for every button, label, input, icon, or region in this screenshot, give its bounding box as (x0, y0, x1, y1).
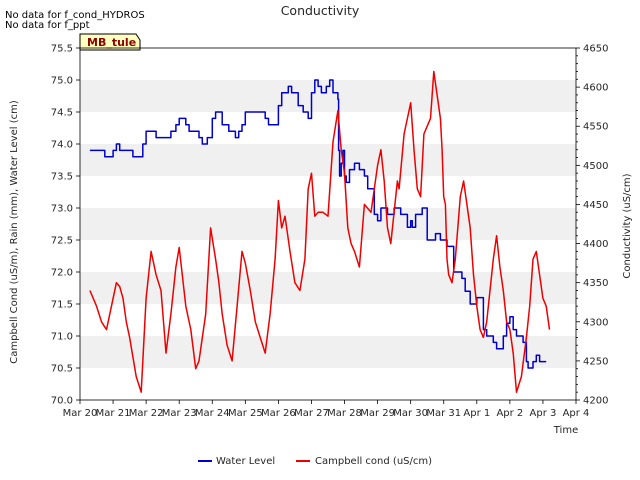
badge-label: MB_tule (87, 36, 136, 49)
x-tick-label: Mar 24 (195, 408, 230, 419)
grid-band (80, 144, 576, 176)
background-bands (80, 80, 576, 368)
y-right-tick-label: 4200 (583, 396, 608, 407)
series-line-campbell-cond (89, 70, 551, 393)
x-tick-label: Mar 29 (360, 408, 395, 419)
badge-box (79, 33, 141, 51)
y-axis-right: 4200 4250 4300 4350 4400 4450 4500 4550 4600 4650 (576, 44, 608, 407)
legend: Water Level Campbell cond (uS/cm) (198, 456, 432, 467)
x-tick-label: Mar 21 (96, 408, 131, 419)
x-tick-label: Apr 2 (496, 408, 523, 419)
x-tick-label: Mar 31 (426, 408, 461, 419)
y-right-tick-label: 4400 (583, 239, 608, 250)
y-left-tick-label: 72.0 (51, 268, 73, 279)
plot-frame (79, 47, 577, 401)
x-tick-label: Mar 25 (228, 408, 263, 419)
y-left-tick-label: 73.5 (51, 172, 73, 183)
series-layer (89, 70, 551, 393)
y-left-tick-label: 73.0 (51, 204, 73, 215)
y-left-tick-label: 72.5 (51, 236, 73, 247)
y-right-tick-label: 4500 (583, 161, 608, 172)
y-right-tick-label: 4600 (583, 83, 608, 94)
y-axis-left: 70.0 70.5 71.0 71.5 72.0 72.5 73.0 73.5 74.0 74.5… (51, 44, 80, 407)
chart-title: Conductivity (281, 3, 360, 18)
x-tick-label: Mar 30 (393, 408, 428, 419)
x-tick-label: Mar 22 (129, 408, 164, 419)
no-data-note-2: No data for f_ppt (5, 20, 90, 31)
plot-area (79, 47, 577, 401)
x-axis-label: Time (553, 425, 578, 436)
y-axis-left-label: Campbell Cond (uS/m), Rain (mm), Water L… (9, 100, 20, 364)
no-data-note-1: No data for f_cond_HYDROS (5, 10, 145, 21)
y-right-tick-label: 4550 (583, 122, 608, 133)
y-right-tick-label: 4650 (583, 44, 608, 55)
y-left-tick-label: 70.5 (51, 364, 73, 375)
legend-label-water-level: Water Level (216, 456, 275, 467)
legend-label-campbell-cond: Campbell cond (uS/cm) (315, 456, 432, 467)
y-left-tick-label: 75.0 (51, 76, 73, 87)
x-tick-label: Mar 26 (261, 408, 296, 419)
y-right-tick-label: 4300 (583, 317, 608, 328)
y-right-tick-label: 4250 (583, 356, 608, 367)
y-left-tick-label: 74.5 (51, 108, 73, 119)
y-right-tick-label: 4350 (583, 278, 608, 289)
x-tick-label: Apr 4 (563, 408, 590, 419)
grid-band (80, 272, 576, 304)
series-line-water-level (89, 79, 547, 369)
x-tick-label: Apr 1 (463, 408, 490, 419)
y-left-tick-label: 70.0 (51, 396, 73, 407)
grid-band (80, 80, 576, 112)
grid-band (80, 336, 576, 368)
badge: MB_tule (79, 33, 141, 51)
y-left-tick-label: 75.5 (51, 44, 73, 55)
y-right-tick-label: 4450 (583, 200, 608, 211)
y-left-tick-label: 71.0 (51, 332, 73, 343)
x-tick-label: Mar 28 (327, 408, 362, 419)
x-tick-label: Mar 20 (63, 408, 98, 419)
y-left-tick-label: 71.5 (51, 300, 73, 311)
x-tick-label: Mar 23 (162, 408, 197, 419)
x-tick-label: Mar 27 (294, 408, 329, 419)
y-axis-right-label: Conductivity (uS/cm) (622, 173, 633, 278)
x-tick-label: Apr 3 (530, 408, 557, 419)
y-left-tick-label: 74.0 (51, 140, 73, 151)
